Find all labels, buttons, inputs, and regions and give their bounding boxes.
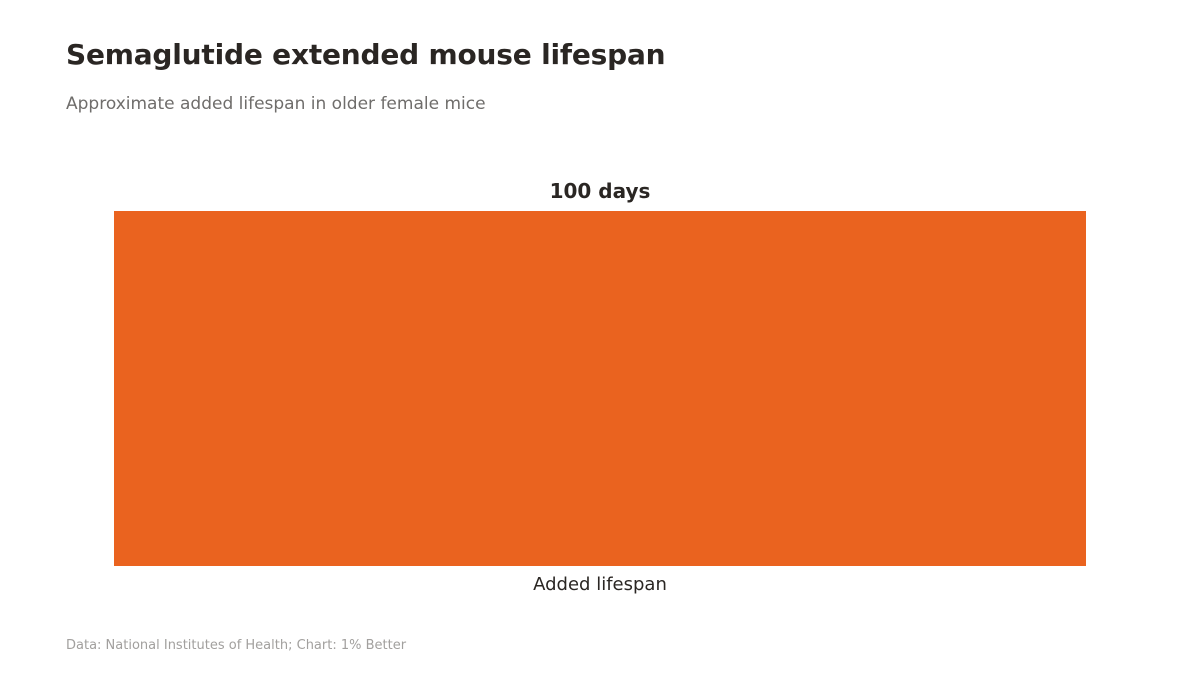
chart-title: Semaglutide extended mouse lifespan [66,38,666,71]
data-label: 100 days [550,179,651,203]
bar [114,211,1086,566]
category-label: Added lifespan [533,574,667,595]
chart-subtitle: Approximate added lifespan in older fema… [66,94,486,114]
bar-chart: 100 days Added lifespan [114,179,1086,595]
source-note: Data: National Institutes of Health; Cha… [66,638,407,653]
